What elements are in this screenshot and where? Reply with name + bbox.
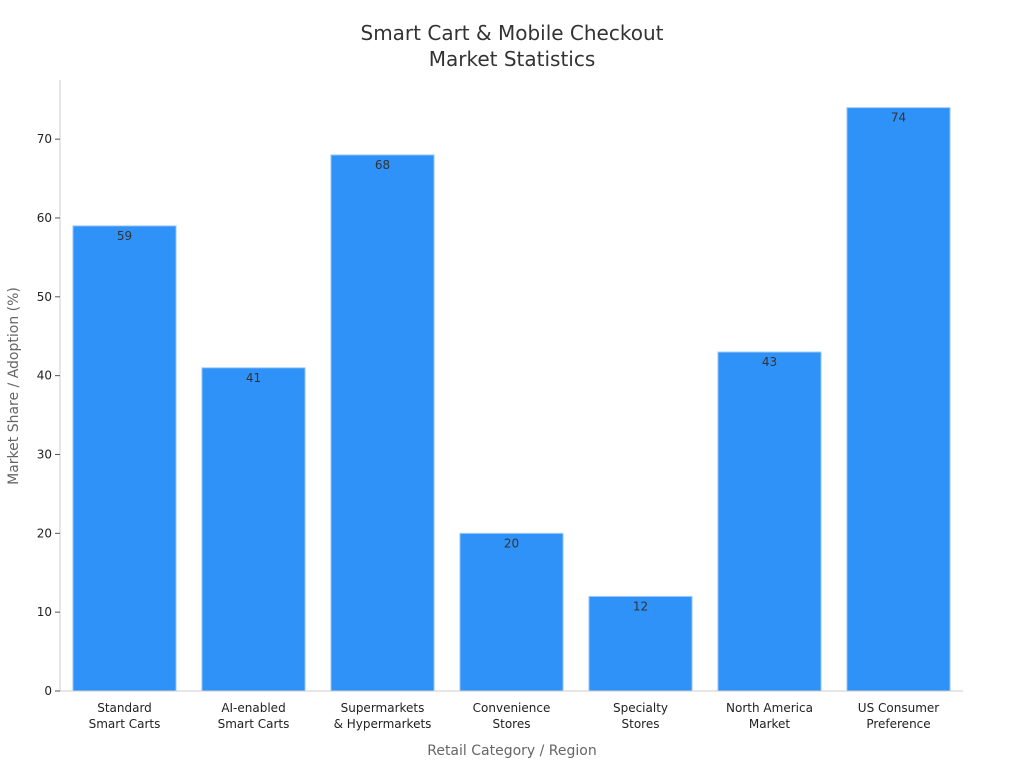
data-label: 12 xyxy=(633,599,648,613)
bar xyxy=(588,595,693,692)
y-tick-label: 10 xyxy=(37,605,52,619)
x-tick-label: AI-enabled xyxy=(221,701,285,715)
y-tick-label: 20 xyxy=(37,526,52,540)
y-tick-label: 40 xyxy=(37,369,52,383)
x-tick-label: Convenience xyxy=(473,701,551,715)
x-tick-label: Smart Carts xyxy=(218,717,290,731)
x-tick-label: Supermarkets xyxy=(341,701,425,715)
y-axis-label: Market Share / Adoption (%) xyxy=(6,287,22,485)
data-label: 20 xyxy=(504,536,519,550)
bar xyxy=(330,154,435,692)
y-tick-label: 70 xyxy=(37,132,52,146)
x-tick-label: Preference xyxy=(866,717,930,731)
data-label: 59 xyxy=(117,229,132,243)
x-tick-label: Stores xyxy=(493,717,531,731)
x-tick-label: Specialty xyxy=(613,701,668,715)
chart-title-line-2: Market Statistics xyxy=(429,47,596,71)
y-tick-label: 60 xyxy=(37,211,52,225)
bar xyxy=(717,351,822,692)
chart-title-line-1: Smart Cart & Mobile Checkout xyxy=(361,21,664,45)
y-tick-label: 50 xyxy=(37,290,52,304)
x-tick-label: US Consumer xyxy=(858,701,939,715)
x-tick-label: North America xyxy=(726,701,813,715)
bar xyxy=(846,107,951,692)
x-tick-label: Market xyxy=(749,717,791,731)
y-tick-label: 0 xyxy=(44,684,52,698)
data-label: 41 xyxy=(246,371,261,385)
x-tick-label: Smart Carts xyxy=(89,717,161,731)
x-tick-label: Standard xyxy=(97,701,152,715)
bar xyxy=(72,225,177,692)
data-label: 43 xyxy=(762,355,777,369)
x-tick-label: Stores xyxy=(622,717,660,731)
data-label: 74 xyxy=(891,111,906,125)
data-label: 68 xyxy=(375,158,390,172)
x-axis-label: Retail Category / Region xyxy=(427,743,597,759)
x-tick-label: & Hypermarkets xyxy=(334,717,432,731)
y-tick-label: 30 xyxy=(37,447,52,461)
bar xyxy=(201,367,306,692)
bar xyxy=(459,532,564,692)
